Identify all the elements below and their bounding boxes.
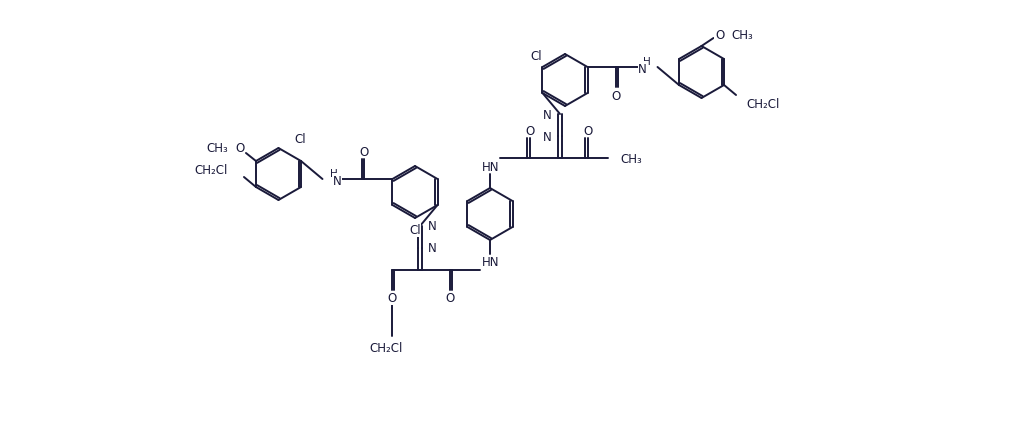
Text: O: O xyxy=(236,141,245,154)
Text: O: O xyxy=(446,292,455,305)
Text: O: O xyxy=(611,89,620,102)
Text: N: N xyxy=(638,62,647,75)
Text: N: N xyxy=(543,130,552,143)
Text: O: O xyxy=(360,145,369,158)
Text: CH₃: CH₃ xyxy=(620,152,642,165)
Text: N: N xyxy=(333,174,342,187)
Text: Cl: Cl xyxy=(410,224,421,237)
Text: CH₂Cl: CH₂Cl xyxy=(369,342,402,355)
Text: CH₂Cl: CH₂Cl xyxy=(746,97,779,110)
Text: N: N xyxy=(428,242,436,255)
Text: O: O xyxy=(387,292,396,305)
Text: O: O xyxy=(526,124,535,137)
Text: CH₂Cl: CH₂Cl xyxy=(194,163,228,176)
Text: Cl: Cl xyxy=(531,49,542,62)
Text: N: N xyxy=(543,108,552,121)
Text: Cl: Cl xyxy=(294,132,306,145)
Text: H: H xyxy=(643,57,650,67)
Text: H: H xyxy=(329,169,338,178)
Text: O: O xyxy=(583,124,593,137)
Text: HN: HN xyxy=(483,256,500,269)
Text: O: O xyxy=(715,28,724,41)
Text: CH₃: CH₃ xyxy=(206,141,228,154)
Text: N: N xyxy=(428,220,436,233)
Text: HN: HN xyxy=(483,160,500,173)
Text: CH₃: CH₃ xyxy=(732,28,753,41)
